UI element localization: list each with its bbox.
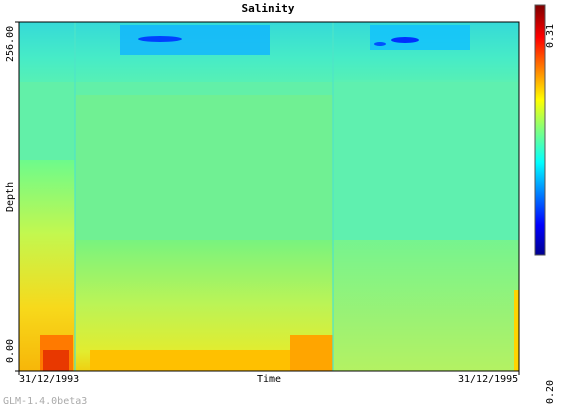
axis-ticks: [15, 21, 520, 375]
chart-title: Salinity: [241, 2, 295, 15]
middle-orange-band: [90, 350, 290, 371]
x-axis-label: Time: [257, 374, 282, 385]
right-mid-green: [333, 80, 519, 240]
surface-dark-patch-3: [374, 42, 386, 46]
x-tick-label-start: 31/12/1993: [19, 374, 80, 385]
middle-orange-strip: [290, 335, 333, 371]
version-credit: GLM-1.4.0beta3: [3, 396, 88, 407]
surface-dark-patch-1: [138, 36, 182, 42]
transition-line-2: [332, 22, 334, 371]
heatmap-field: [18, 21, 520, 372]
colorbar-frame: [534, 4, 546, 256]
colorbar-gradient-bar: [535, 5, 545, 255]
y-axis-label: Depth: [5, 181, 16, 212]
transition-line-1: [74, 22, 76, 371]
surface-dark-patch-2: [391, 37, 419, 43]
colorbar: [534, 4, 546, 256]
heatmap-frame: [18, 21, 520, 372]
x-tick-label-end: 31/12/1995: [458, 374, 519, 385]
colorbar-min-label: 0.20: [545, 379, 556, 404]
y-tick-label-top: 256.00: [5, 25, 16, 62]
y-tick-label-bottom: 0.00: [5, 338, 16, 363]
column-left-core: [43, 350, 69, 371]
right-bottom-gradient: [333, 240, 519, 371]
surface-patch-2: [370, 25, 470, 50]
right-edge-strip: [514, 290, 519, 371]
middle-deep-green: [75, 95, 333, 240]
colorbar-max-label: 0.31: [545, 23, 556, 48]
